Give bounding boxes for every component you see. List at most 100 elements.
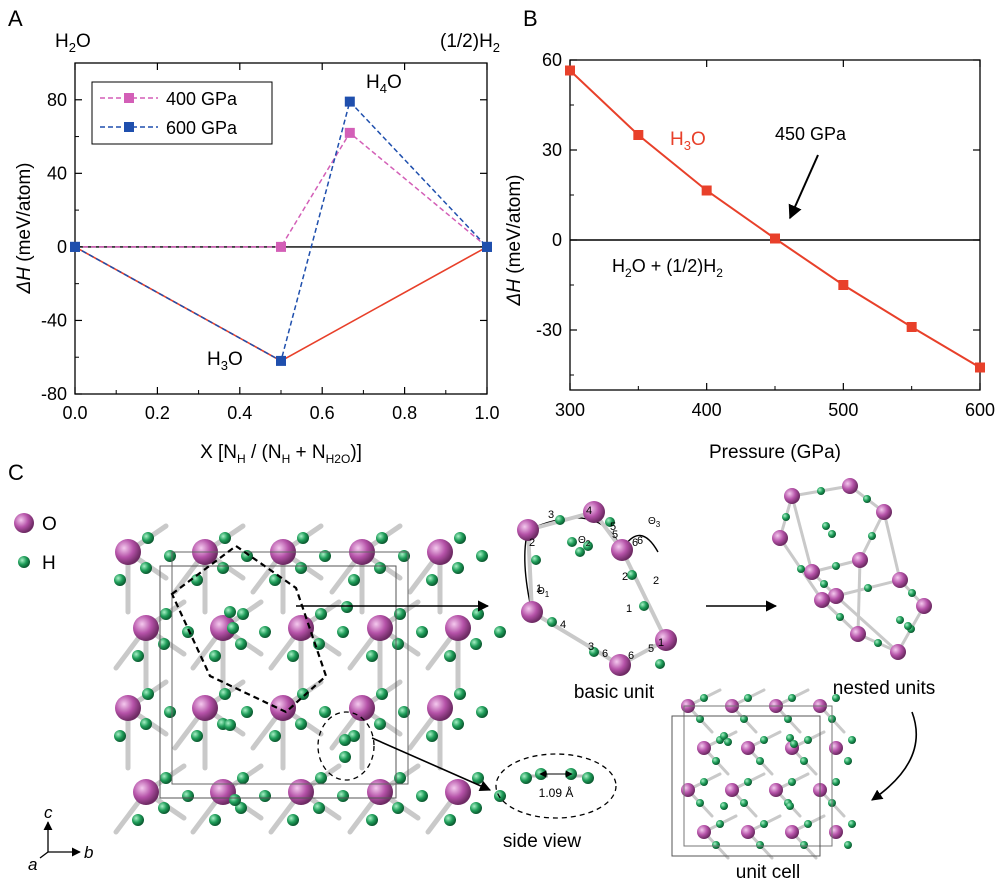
crystal-h-12c [269,730,281,742]
crystal-h-8a [394,608,406,620]
a-series-line-0 [75,131,488,248]
crystal-h-17c [287,814,299,826]
crystal-h-1c [191,574,203,586]
a-xtick-label: 0.6 [310,403,335,423]
nested-h-2 [868,532,876,540]
crystal-h-5a [160,608,172,620]
theta1-label: Θ1 [537,586,550,599]
crystal-h-12b [295,718,307,730]
nested-o-7 [916,598,932,614]
basic-unit-o-0 [517,519,539,541]
unit-cell-h-6b [800,757,808,765]
unit-cell-o-9 [725,783,739,797]
b-point-1 [633,130,644,140]
panel-b-y-axis-label: ΔH (meV/atom) [504,175,525,307]
bond [834,594,900,654]
panel-a-legend: 400 GPa 600 GPa [91,81,273,145]
basic-unit-label: basic unit [574,682,655,703]
legend-600-marker [124,122,134,132]
nested-h-5 [864,584,872,592]
crystal-h-13b [374,718,386,730]
bond [790,494,814,574]
crystal-h-15b [158,802,170,814]
ring-number: 1 [626,603,632,615]
basic-unit-h-7 [531,555,541,565]
b-xtick-label: 300 [555,400,585,420]
bond [530,610,622,667]
b-point-3 [770,233,780,244]
crystal-h-13d [398,706,410,718]
crystal-h-3b [374,562,386,574]
legend-box [91,81,273,145]
a-xtick-label: 0.4 [227,403,252,423]
ring-number: 6 [637,535,643,547]
crystal-h-18d [416,790,428,802]
crystal-h2-4 [339,734,351,746]
crystal-o-17 [288,779,314,805]
crystal-h-4d [476,550,488,562]
panel-c-letter: C [8,460,24,485]
basic-unit-o-4 [609,654,631,676]
nested-units-diagram [772,478,932,660]
unit-cell-o-15 [829,825,843,839]
crystal-h-7c [287,650,299,662]
crystal-h-11c [191,730,203,742]
ring-number: 2 [653,575,659,587]
basic-unit-h-3 [639,601,649,611]
a-series-line-1 [74,100,488,363]
crystal-h2-0 [224,606,236,618]
ring-number: 1 [658,637,664,649]
bond [526,528,534,614]
h2-cluster-circle [317,711,375,781]
crystal-h-18b [392,802,404,814]
a-xtick-label: 1.0 [474,403,499,423]
unit-cell-h-12a [716,820,724,828]
unit-cell-h-13b [756,841,764,849]
crystal-h-14b [452,718,464,730]
crystal-o-12 [270,695,296,721]
panel-b-x-axis-label: Pressure (GPa) [709,442,841,463]
unit-cell-h2-3 [790,740,798,748]
crystal-o-19 [445,779,471,805]
annotation-h3o: H3O [207,349,243,373]
basic-unit-h-4 [655,659,665,669]
unit-cell-h-4b [712,757,720,765]
crystal-h-2d [319,550,331,562]
crystal-h-10a [142,688,154,700]
crystal-h-4c [426,574,438,586]
legend-oxygen-label: O [42,514,57,535]
annotation-450-gpa: 450 GPa [775,124,847,144]
nested-h-9 [836,613,844,621]
unit-cell-h2-0 [720,732,728,740]
unit-cell-o-13 [741,825,755,839]
unit-cell-h2-4 [720,802,728,810]
basic-unit-h-1 [605,517,615,527]
b-xtick-label: 400 [692,400,722,420]
unit-cell-box-back [171,551,409,785]
unit-cell-h-9a [744,778,752,786]
crystal-h-16d [259,790,271,802]
unit-cell-h-6a [804,736,812,744]
unit-cell-h-15b [844,841,852,849]
a-point-1-3 [482,241,492,252]
crystal-h-1b [217,562,229,574]
legend-oxygen-atom [14,513,34,533]
a-ytick-label: 40 [47,163,67,183]
nested-o-10 [814,592,830,608]
b-series-line [569,69,981,369]
panel-a-top-right-label: (1/2)H2 [440,31,500,55]
nested-o-6 [892,572,908,588]
crystal-h-18c [366,814,378,826]
ring-number: 4 [560,619,566,631]
theta3-label: Θ3 [648,516,661,529]
b-point-5 [906,322,917,332]
a-point-1-2 [344,96,355,107]
crystal-h-5b [158,638,170,650]
a-ytick-label: 0 [57,237,67,257]
basic-unit-o-1 [583,501,605,523]
unit-cell-o-12 [697,825,711,839]
nested-o-1 [842,478,858,494]
axis-b-label: b [84,843,93,862]
crystal-h-3d [398,550,410,562]
